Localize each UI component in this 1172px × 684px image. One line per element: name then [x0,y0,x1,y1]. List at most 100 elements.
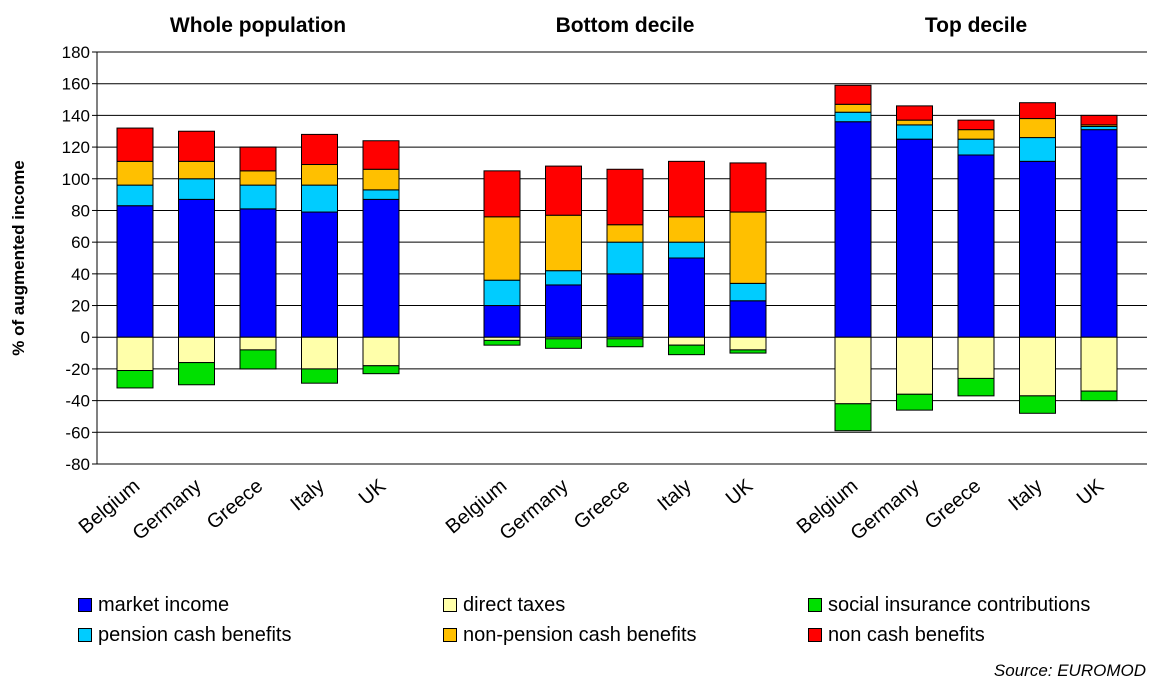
bar-segment-pension-cash-benefits [957,138,995,156]
bar-segment-social-insurance-contributions [301,368,338,384]
bar-segment-direct-taxes [1019,336,1056,397]
bar-segment-social-insurance-contributions [729,349,767,354]
y-axis-ticks: 180 160 140 120 100 80 60 40 20 0 -20 -40 -60 -80 [62,43,97,474]
bar-segment-social-insurance-contributions [483,339,521,346]
bar-segment-direct-taxes [668,336,705,346]
bar-segment-non-pension-cash-benefits [729,211,767,284]
legend-swatch [78,598,92,612]
category-label: Germany [129,475,206,545]
bar-segment-social-insurance-contributions [957,377,995,397]
y-tick-label: 40 [71,265,90,284]
bar-segment-pension-cash-benefits [301,184,338,213]
stacked-bar-chart: 180 160 140 120 100 80 60 40 20 0 -20 -40 -60 -80 Who… [9,14,1147,545]
bar-segment-social-insurance-contributions [1080,390,1118,402]
bar-segment-direct-taxes [957,336,995,379]
bar-segment-market-income [668,257,705,338]
y-tick-label: 140 [62,106,90,125]
bar-segment-direct-taxes [301,336,338,370]
bar-segment-non-pension-cash-benefits [483,216,521,281]
bar-segment-pension-cash-benefits [239,184,277,210]
bar-segment-non-pension-cash-benefits [362,168,400,191]
bar-segment-non-cash-benefits [957,119,995,131]
bars [116,84,1118,432]
bar-segment-pension-cash-benefits [116,184,154,207]
bar-segment-non-pension-cash-benefits [668,216,705,243]
category-label: Greece [570,475,634,534]
bar-segment-market-income [729,300,767,338]
legend-swatch [443,598,457,612]
category-label: Greece [203,475,267,534]
legend-item: non-pension cash benefits [443,622,697,648]
bar-segment-direct-taxes [239,336,277,351]
bar-segment-non-pension-cash-benefits [957,129,995,140]
legend-item: pension cash benefits [78,622,291,648]
panel-title: Whole population [170,14,346,37]
legend-label: direct taxes [463,593,566,616]
bar-segment-market-income [1019,160,1056,338]
bar-segment-non-cash-benefits [1019,102,1056,120]
bar-segment-non-cash-benefits [178,130,215,162]
bar-segment-market-income [116,205,154,338]
y-tick-label: -80 [65,455,90,474]
bar-segment-non-pension-cash-benefits [116,160,154,186]
bar-segment-market-income [362,198,400,338]
panel-title: Top decile [925,14,1027,37]
y-tick-label: 80 [71,201,90,220]
bar-segment-non-cash-benefits [668,160,705,218]
bar-segment-non-cash-benefits [239,146,277,172]
bar-segment-social-insurance-contributions [545,338,582,349]
bar-segment-pension-cash-benefits [178,178,215,200]
bar-segment-direct-taxes [729,336,767,351]
bar-segment-non-pension-cash-benefits [896,119,933,126]
bar-segment-social-insurance-contributions [116,370,154,389]
bar-segment-market-income [834,121,872,338]
bar-segment-non-pension-cash-benefits [545,214,582,272]
bar-segment-pension-cash-benefits [729,282,767,302]
y-tick-label: 120 [62,138,90,157]
bar-segment-social-insurance-contributions [239,349,277,370]
source-note: Source: EUROMOD [993,661,1146,680]
panel-title: Bottom decile [556,14,695,37]
y-tick-label: 60 [71,233,90,252]
bar-segment-pension-cash-benefits [362,189,400,200]
y-tick-label: 100 [62,170,90,189]
y-tick-label: 180 [62,43,90,62]
bar-segment-non-cash-benefits [834,84,872,105]
bar-segment-non-cash-benefits [545,165,582,216]
category-label: Germany [847,475,924,545]
bar-segment-social-insurance-contributions [178,362,215,386]
legend-swatch [808,598,822,612]
bar-segment-direct-taxes [1080,336,1118,392]
bar-segment-market-income [896,138,933,338]
legend-label: non cash benefits [828,623,985,646]
category-label: UK [355,475,391,510]
bar-segment-market-income [545,284,582,338]
legend-label: non-pension cash benefits [463,623,697,646]
bar-segment-non-pension-cash-benefits [301,164,338,186]
bar-segment-non-cash-benefits [301,133,338,166]
legend-label: pension cash benefits [98,623,292,646]
legend-item: non cash benefits [808,622,985,648]
bar-segment-pension-cash-benefits [668,241,705,259]
y-tick-label: -20 [65,360,90,379]
bar-segment-pension-cash-benefits [1019,137,1056,162]
bar-segment-pension-cash-benefits [896,124,933,140]
legend-swatch [443,628,457,642]
bar-segment-market-income [483,305,521,338]
legend-item: social insurance contributions [808,592,1090,618]
legend-label: social insurance contributions [828,593,1091,616]
bar-segment-direct-taxes [178,336,215,364]
bar-segment-market-income [178,198,215,338]
y-tick-label: -60 [65,423,90,442]
category-label: UK [722,475,758,510]
bar-segment-direct-taxes [116,336,154,372]
bar-segment-pension-cash-benefits [834,111,872,123]
bar-segment-social-insurance-contributions [834,403,872,432]
bar-segment-social-insurance-contributions [606,338,644,348]
legend-label: market income [98,593,230,616]
bar-segment-non-cash-benefits [483,170,521,218]
bar-segment-market-income [957,154,995,338]
bar-segment-pension-cash-benefits [545,270,582,286]
bar-segment-non-cash-benefits [362,140,400,170]
